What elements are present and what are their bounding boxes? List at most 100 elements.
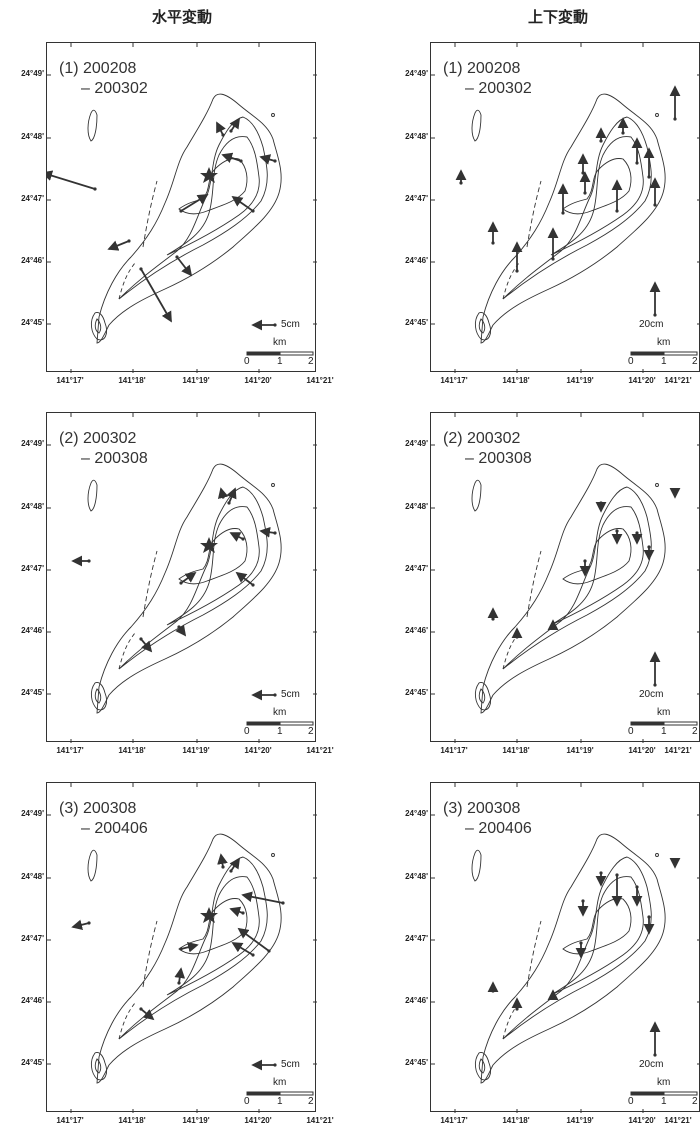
period-end: – 200406 xyxy=(465,820,532,837)
island-outline xyxy=(87,463,282,714)
scale-bar xyxy=(630,1091,698,1096)
period-end: – 200302 xyxy=(81,80,148,97)
latitude-label: 24°46' xyxy=(21,256,44,265)
displacement-vector xyxy=(237,927,270,952)
latitude-label: 24°45' xyxy=(21,318,44,327)
latitude-label: 24°48' xyxy=(405,502,428,511)
displacement-vector xyxy=(235,571,254,586)
scale-tick-label: 0 xyxy=(628,1096,634,1107)
latitude-label: 24°49' xyxy=(21,69,44,78)
latitude-label: 24°45' xyxy=(21,1058,44,1067)
longitude-label: 141°18' xyxy=(118,746,146,755)
latitude-label: 24°45' xyxy=(405,1058,428,1067)
island-map xyxy=(431,783,700,1113)
scale-tick-label: 1 xyxy=(277,1096,283,1107)
reference-vector-label: 20cm xyxy=(639,689,664,700)
longitude-label: 141°19' xyxy=(566,1116,594,1125)
displacement-vector xyxy=(176,256,193,277)
map-panel-h1: (1) 200208 – 200302 5cm km 0 1 2 xyxy=(46,42,317,373)
displacement-vector xyxy=(140,268,172,323)
longitude-label: 141°20' xyxy=(628,376,656,385)
displacement-vector xyxy=(47,170,96,190)
island-map xyxy=(47,783,317,1113)
scale-tick-label: 1 xyxy=(661,356,667,367)
map-panel-h3: (3) 200308 – 200406 5cm km 0 1 2 xyxy=(46,782,317,1113)
displacement-vector xyxy=(229,117,240,132)
island-map xyxy=(47,413,317,743)
map-panel-v1: (1) 200208 – 200302 20cm km 0 1 2 xyxy=(430,42,700,373)
displacement-vector xyxy=(180,571,197,584)
island-map xyxy=(431,43,700,373)
island-outline xyxy=(471,93,666,344)
scale-tick-label: 1 xyxy=(277,356,283,367)
longitude-label: 141°19' xyxy=(182,746,210,755)
scale-unit-label: km xyxy=(657,1077,671,1088)
displacement-vector xyxy=(107,240,130,251)
reference-vector-label: 20cm xyxy=(639,1059,664,1070)
latitude-label: 24°46' xyxy=(21,626,44,635)
scale-tick-label: 2 xyxy=(308,726,314,737)
longitude-label: 141°21' xyxy=(306,1116,334,1125)
scale-unit-label: km xyxy=(657,337,671,348)
island-map xyxy=(431,413,700,743)
longitude-label: 141°18' xyxy=(118,376,146,385)
map-panel-v2: (2) 200302 – 200308 20cm km 0 1 2 xyxy=(430,412,700,743)
latitude-label: 24°49' xyxy=(405,439,428,448)
longitude-label: 141°19' xyxy=(566,376,594,385)
period-end: – 200406 xyxy=(81,820,148,837)
panel-title: (2) 200302 – 200308 xyxy=(59,429,148,469)
scale-tick-label: 2 xyxy=(308,1096,314,1107)
displacement-vector xyxy=(175,624,187,637)
map-panel-h2: (2) 200302 – 200308 5cm km 0 1 2 xyxy=(46,412,317,743)
latitude-label: 24°46' xyxy=(405,996,428,1005)
longitude-label: 141°19' xyxy=(182,376,210,385)
panel-title: (1) 200208 – 200302 xyxy=(443,59,532,99)
scale-tick-label: 1 xyxy=(661,726,667,737)
displacement-vector xyxy=(226,487,237,504)
island-outline xyxy=(471,833,666,1084)
latitude-label: 24°49' xyxy=(405,69,428,78)
longitude-label: 141°17' xyxy=(56,1116,84,1125)
scale-tick-label: 0 xyxy=(628,726,634,737)
scale-unit-label: km xyxy=(273,337,287,348)
scale-tick-label: 0 xyxy=(244,356,250,367)
panel-title: (1) 200208 – 200302 xyxy=(59,59,148,99)
longitude-label: 141°19' xyxy=(182,1116,210,1125)
reference-vector-label: 5cm xyxy=(281,1059,300,1070)
scale-bar xyxy=(246,1091,314,1096)
period-start: (1) 200208 xyxy=(443,60,521,77)
longitude-label: 141°20' xyxy=(628,746,656,755)
period-start: (1) 200208 xyxy=(59,60,137,77)
vent-star-icon xyxy=(200,907,218,923)
longitude-label: 141°21' xyxy=(664,376,692,385)
horizontal-column-title: 水平変動 xyxy=(151,8,212,26)
scale-tick-label: 2 xyxy=(692,726,698,737)
scale-bar xyxy=(630,721,698,726)
island-outline xyxy=(87,93,282,344)
latitude-label: 24°47' xyxy=(405,934,428,943)
longitude-label: 141°17' xyxy=(440,1116,468,1125)
panel-title: (2) 200302 – 200308 xyxy=(443,429,532,469)
displacement-vector xyxy=(217,853,228,868)
scale-unit-label: km xyxy=(273,707,287,718)
longitude-label: 141°21' xyxy=(664,746,692,755)
displacement-vector xyxy=(140,1008,155,1021)
scale-tick-label: 2 xyxy=(692,356,698,367)
longitude-label: 141°18' xyxy=(118,1116,146,1125)
scale-tick-label: 1 xyxy=(277,726,283,737)
displacement-vector xyxy=(259,154,276,165)
longitude-label: 141°21' xyxy=(664,1116,692,1125)
longitude-label: 141°17' xyxy=(440,376,468,385)
longitude-label: 141°17' xyxy=(56,376,84,385)
scale-bar xyxy=(630,351,698,356)
period-start: (2) 200302 xyxy=(59,430,137,447)
period-start: (2) 200302 xyxy=(443,430,521,447)
displacement-vector xyxy=(71,919,90,931)
latitude-label: 24°45' xyxy=(21,688,44,697)
displacement-vector xyxy=(180,194,209,212)
latitude-label: 24°48' xyxy=(405,132,428,141)
latitude-label: 24°47' xyxy=(21,934,44,943)
panel-title: (3) 200308 – 200406 xyxy=(59,799,148,839)
longitude-label: 141°20' xyxy=(244,746,272,755)
longitude-label: 141°20' xyxy=(628,1116,656,1125)
